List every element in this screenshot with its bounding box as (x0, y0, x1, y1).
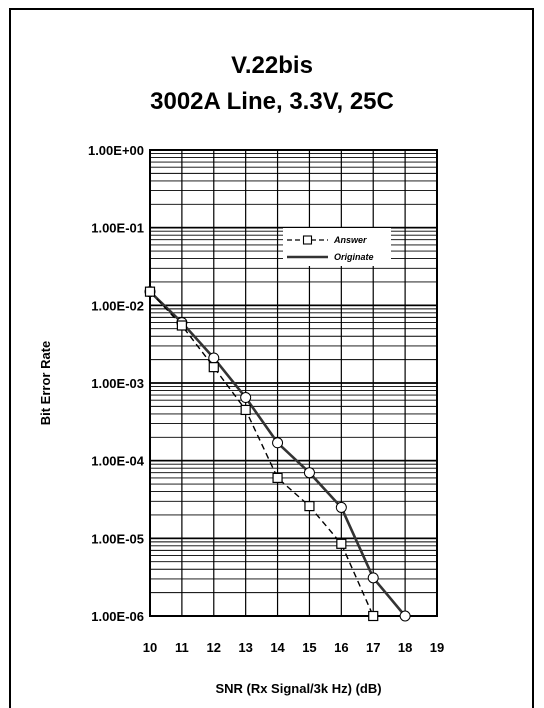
legend-box (283, 228, 391, 266)
x-tick-label: 18 (398, 640, 412, 655)
x-tick-label: 17 (366, 640, 380, 655)
legend-marker-answer (302, 235, 313, 245)
legend-label-originate: Originate (334, 252, 374, 262)
data-point-originate (272, 437, 284, 449)
y-tick-label: 1.00E-03 (91, 376, 144, 391)
data-point-originate (303, 467, 315, 479)
x-tick-label: 16 (334, 640, 348, 655)
data-point-answer (368, 610, 379, 622)
x-tick-label: 12 (207, 640, 221, 655)
data-point-originate (240, 392, 252, 404)
y-tick-label: 1.00E-02 (91, 298, 144, 313)
data-point-answer (304, 501, 315, 512)
data-point-originate (208, 352, 220, 364)
x-tick-labels: 10 11 12 13 14 15 16 17 18 19 (143, 640, 444, 655)
data-point-answer (336, 538, 347, 549)
data-point-answer (176, 320, 187, 331)
data-point-originate (335, 501, 347, 513)
y-tick-label: 1.00E-04 (91, 454, 145, 469)
plot-area (149, 149, 438, 617)
figure-frame (9, 8, 534, 708)
y-tick-label: 1.00E-01 (91, 221, 144, 236)
series-lines (144, 286, 411, 622)
x-tick-label: 19 (430, 640, 444, 655)
legend-label-answer: Answer (333, 235, 367, 245)
y-tick-label: 1.00E-05 (91, 531, 144, 546)
x-tick-label: 13 (238, 640, 252, 655)
y-tick-labels: 1.00E+00 1.00E-01 1.00E-02 1.00E-03 1.00E-04… (88, 143, 145, 624)
legend: Answer Originate (283, 228, 391, 266)
x-tick-label: 11 (175, 640, 189, 655)
grid (149, 149, 438, 617)
x-tick-label: 10 (143, 640, 157, 655)
data-point-answer (272, 472, 283, 483)
series-line-answer (149, 291, 374, 617)
x-axis-label: SNR (Rx Signal/3k Hz) (dB) (215, 681, 381, 696)
chart-subtitle: 3002A Line, 3.3V, 25C (150, 88, 394, 115)
data-point-answer (144, 286, 156, 297)
y-tick-label: 1.00E+00 (88, 143, 144, 158)
data-point-originate (399, 610, 411, 622)
y-axis-label: Bit Error Rate (38, 341, 53, 426)
data-point-originate (367, 572, 379, 584)
x-tick-label: 14 (270, 640, 285, 655)
y-tick-label: 1.00E-06 (91, 609, 144, 624)
data-point-answer (240, 404, 251, 416)
x-tick-label: 15 (302, 640, 316, 655)
data-point-answer (208, 362, 219, 373)
chart-title: V.22bis (231, 52, 313, 79)
